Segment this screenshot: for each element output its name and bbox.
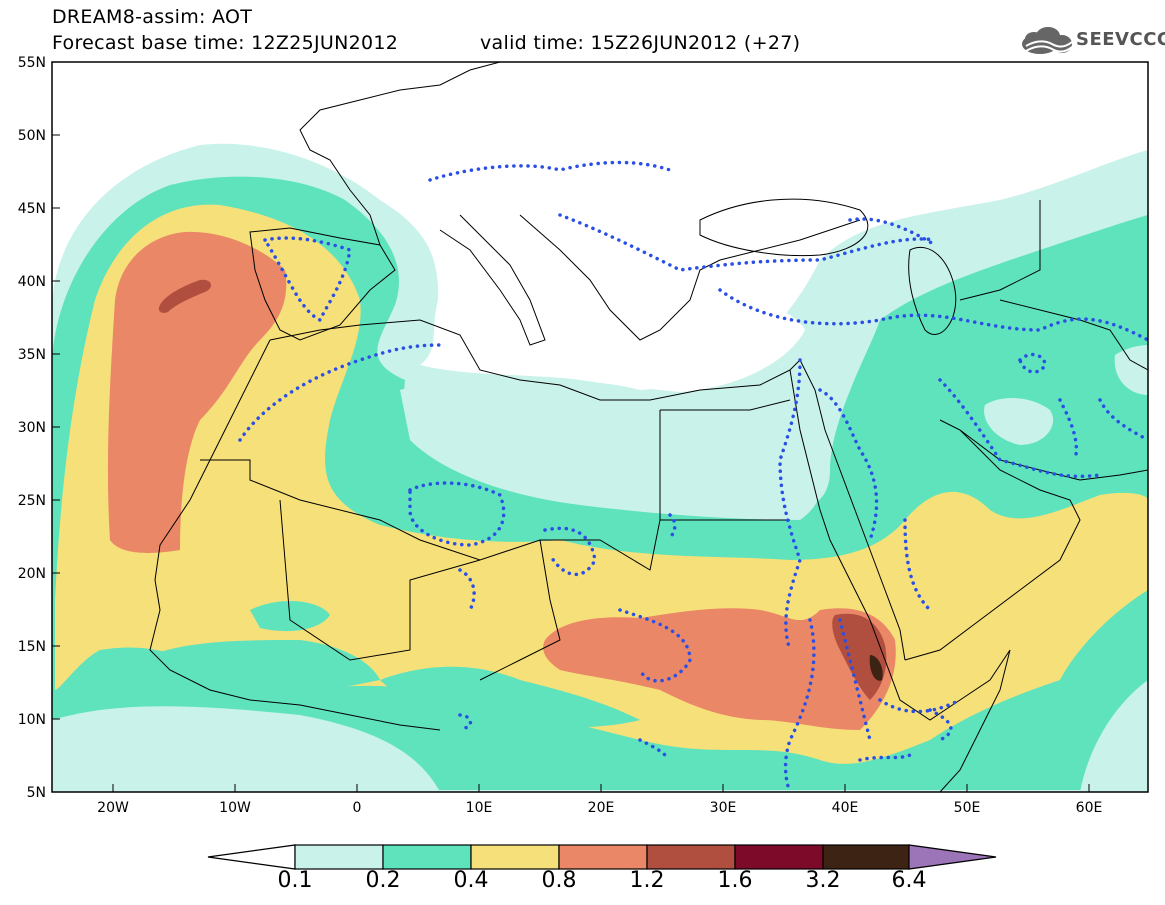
axis-ticks bbox=[52, 61, 1090, 792]
valid-time: valid time: 15Z26JUN2012 (+27) bbox=[480, 32, 801, 54]
lon-label: 20E bbox=[588, 800, 615, 816]
lat-label: 25N bbox=[18, 493, 46, 509]
colorbar-segment bbox=[558, 844, 648, 870]
lat-label: 5N bbox=[27, 785, 46, 801]
colorbar-max-arrow bbox=[908, 844, 997, 870]
lon-label: 20W bbox=[97, 800, 129, 816]
lon-label: 50E bbox=[954, 800, 981, 816]
colorbar-label: 0.4 bbox=[453, 868, 489, 893]
lon-labels: 20W 10W 0 10E 20E 30E 40E 50E 60E bbox=[97, 800, 1102, 816]
lat-label: 55N bbox=[18, 55, 46, 71]
lat-label: 10N bbox=[18, 712, 46, 728]
colorbar-segment bbox=[294, 844, 384, 870]
lon-label: 60E bbox=[1076, 800, 1103, 816]
coastlines bbox=[149, 62, 1148, 792]
lat-label: 30N bbox=[18, 420, 46, 436]
lat-label: 45N bbox=[18, 201, 46, 217]
colorbar bbox=[207, 844, 997, 870]
cloud-logo-icon bbox=[1022, 27, 1073, 54]
colorbar-label: 6.4 bbox=[891, 868, 927, 893]
colorbar-label: 3.2 bbox=[805, 868, 841, 893]
colorbar-label: 0.1 bbox=[277, 868, 313, 893]
lon-label: 30E bbox=[710, 800, 737, 816]
lat-label: 50N bbox=[18, 128, 46, 144]
aot-fields bbox=[52, 62, 1148, 792]
colorbar-segment bbox=[822, 844, 910, 870]
dotted-contours bbox=[238, 160, 1148, 792]
lat-label: 20N bbox=[18, 566, 46, 582]
colorbar-segment bbox=[382, 844, 472, 870]
lon-label: 40E bbox=[832, 800, 859, 816]
lon-label: 10W bbox=[219, 800, 251, 816]
logo-text: SEEVCCC bbox=[1076, 29, 1165, 50]
lat-label: 40N bbox=[18, 274, 46, 290]
colorbar-min-arrow bbox=[207, 844, 296, 870]
lat-labels: 55N 50N 45N 40N 35N 30N 25N 20N 15N 10N … bbox=[18, 55, 46, 801]
aot-level-0.8 bbox=[107, 231, 287, 553]
lon-label: 10E bbox=[466, 800, 493, 816]
colorbar-label: 1.2 bbox=[629, 868, 665, 893]
colorbar-segment bbox=[470, 844, 560, 870]
aot-level-1.2 bbox=[158, 279, 212, 313]
lat-label: 15N bbox=[18, 639, 46, 655]
lat-label: 35N bbox=[18, 347, 46, 363]
colorbar-segment bbox=[734, 844, 824, 870]
map-title: DREAM8-assim: AOT bbox=[52, 6, 253, 28]
colorbar-label: 0.8 bbox=[541, 868, 577, 893]
forecast-base-time: Forecast base time: 12Z25JUN2012 bbox=[52, 32, 399, 54]
colorbar-segment bbox=[646, 844, 736, 870]
lon-label: 0 bbox=[353, 800, 362, 816]
colorbar-label: 0.2 bbox=[365, 868, 401, 893]
colorbar-label: 1.6 bbox=[717, 868, 753, 893]
